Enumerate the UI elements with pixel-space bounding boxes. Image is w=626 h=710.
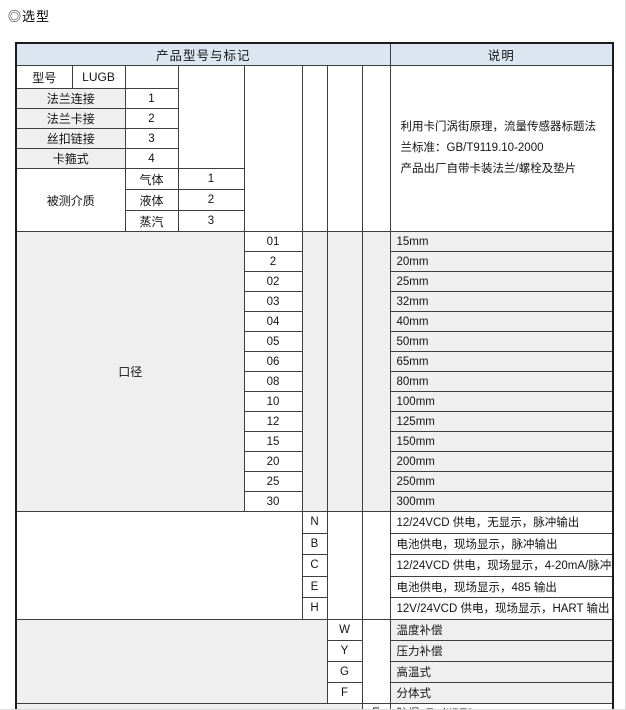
diameter-code: 20 (243, 451, 303, 472)
medium-option-code: 2 (177, 189, 245, 211)
medium-option-label: 气体 (124, 168, 179, 190)
connection-option-code: 3 (124, 128, 179, 149)
diameter-size: 300mm (389, 491, 614, 512)
medium-option-code: 1 (177, 168, 245, 190)
diameter-code: 08 (243, 371, 303, 392)
compensation-code: F (326, 681, 363, 704)
empty-cell (326, 231, 363, 512)
empty-cell (326, 65, 363, 232)
power-code: B (301, 532, 328, 555)
diameter-code: 04 (243, 311, 303, 332)
power-code: N (301, 511, 328, 534)
empty-cell (124, 65, 179, 89)
spec-note-line: 利用卡门涡街原理，流量传感器标题法兰标准：GB/T9119.10-2000 (400, 120, 597, 154)
connection-option-label: 丝扣链接 (15, 128, 126, 149)
explosion-code: E (361, 702, 391, 709)
diameter-code: 05 (243, 331, 303, 352)
diameter-code: 25 (243, 471, 303, 492)
connection-option-code: 1 (124, 88, 179, 109)
compensation-code: W (326, 618, 363, 641)
empty-cell (361, 511, 391, 620)
diameter-code: 03 (243, 291, 303, 312)
empty-cell (243, 65, 303, 232)
empty-cell (15, 618, 328, 704)
diameter-size: 150mm (389, 431, 614, 452)
diameter-code: 10 (243, 391, 303, 412)
connection-option-label: 卡箍式 (15, 148, 126, 169)
connection-option-code: 2 (124, 108, 179, 129)
compensation-code: Y (326, 639, 363, 662)
medium-label: 被测介质 (15, 168, 126, 232)
empty-cell (361, 618, 391, 704)
model-label: 型号 (15, 65, 73, 89)
power-desc: 电池供电，现场显示，485 输出 (389, 575, 614, 598)
power-desc: 12/24VCD 供电，现场显示，4-20mA/脉冲输出 (389, 554, 614, 577)
compensation-desc: 温度补偿 (389, 618, 614, 641)
empty-cell (301, 231, 328, 512)
spec-note-line: 产品出厂自带卡装法兰/螺栓及垫片 (400, 163, 577, 176)
compensation-code: G (326, 660, 363, 683)
diameter-size: 250mm (389, 471, 614, 492)
explosion-desc: 防爆, ExdIIBT6 (389, 702, 614, 709)
diameter-size: 80mm (389, 371, 614, 392)
diameter-size: 125mm (389, 411, 614, 432)
diameter-size: 20mm (389, 251, 614, 272)
diameter-size: 50mm (389, 331, 614, 352)
power-code: H (301, 597, 328, 620)
header-product-model: 产品型号与标记 (15, 42, 391, 66)
diameter-code: 01 (243, 231, 303, 252)
empty-cell (361, 65, 391, 232)
diameter-size: 100mm (389, 391, 614, 412)
header-description: 说明 (389, 42, 614, 66)
medium-option-label: 蒸汽 (124, 210, 179, 232)
diameter-size: 32mm (389, 291, 614, 312)
connection-option-label: 法兰卡接 (15, 108, 126, 129)
selection-table: 产品型号与标记 说明 型号 LUGB 利用卡门涡街原理，流量传感器标题法兰标准：… (15, 42, 615, 709)
diameter-size: 15mm (389, 231, 614, 252)
empty-cell (177, 65, 245, 169)
diameter-size: 200mm (389, 451, 614, 472)
compensation-desc: 分体式 (389, 681, 614, 704)
empty-cell (15, 702, 363, 709)
empty-cell (326, 511, 363, 620)
spec-note: 利用卡门涡街原理，流量传感器标题法兰标准：GB/T9119.10-2000 产品… (389, 65, 614, 232)
power-desc: 12/24VCD 供电，无显示，脉冲输出 (389, 511, 614, 534)
diameter-code: 30 (243, 491, 303, 512)
compensation-desc: 压力补偿 (389, 639, 614, 662)
compensation-desc: 高温式 (389, 660, 614, 683)
medium-option-label: 液体 (124, 189, 179, 211)
diameter-code: 02 (243, 271, 303, 292)
diameter-code: 15 (243, 431, 303, 452)
connection-option-code: 4 (124, 148, 179, 169)
medium-option-code: 3 (177, 210, 245, 232)
empty-cell (301, 65, 328, 232)
empty-cell (15, 511, 303, 620)
diameter-size: 25mm (389, 271, 614, 292)
power-code: C (301, 554, 328, 577)
connection-option-label: 法兰连接 (15, 88, 126, 109)
empty-cell (361, 231, 391, 512)
diameter-code: 06 (243, 351, 303, 372)
diameter-label: 口径 (15, 231, 245, 512)
power-desc: 电池供电，现场显示，脉冲输出 (389, 532, 614, 555)
diameter-size: 40mm (389, 311, 614, 332)
diameter-code: 2 (243, 251, 303, 272)
model-value: LUGB (71, 65, 126, 89)
diameter-size: 65mm (389, 351, 614, 372)
page-title: ◎选型 (8, 9, 51, 24)
power-desc: 12V/24VCD 供电，现场显示，HART 输出 (389, 597, 614, 620)
diameter-code: 12 (243, 411, 303, 432)
power-code: E (301, 575, 328, 598)
